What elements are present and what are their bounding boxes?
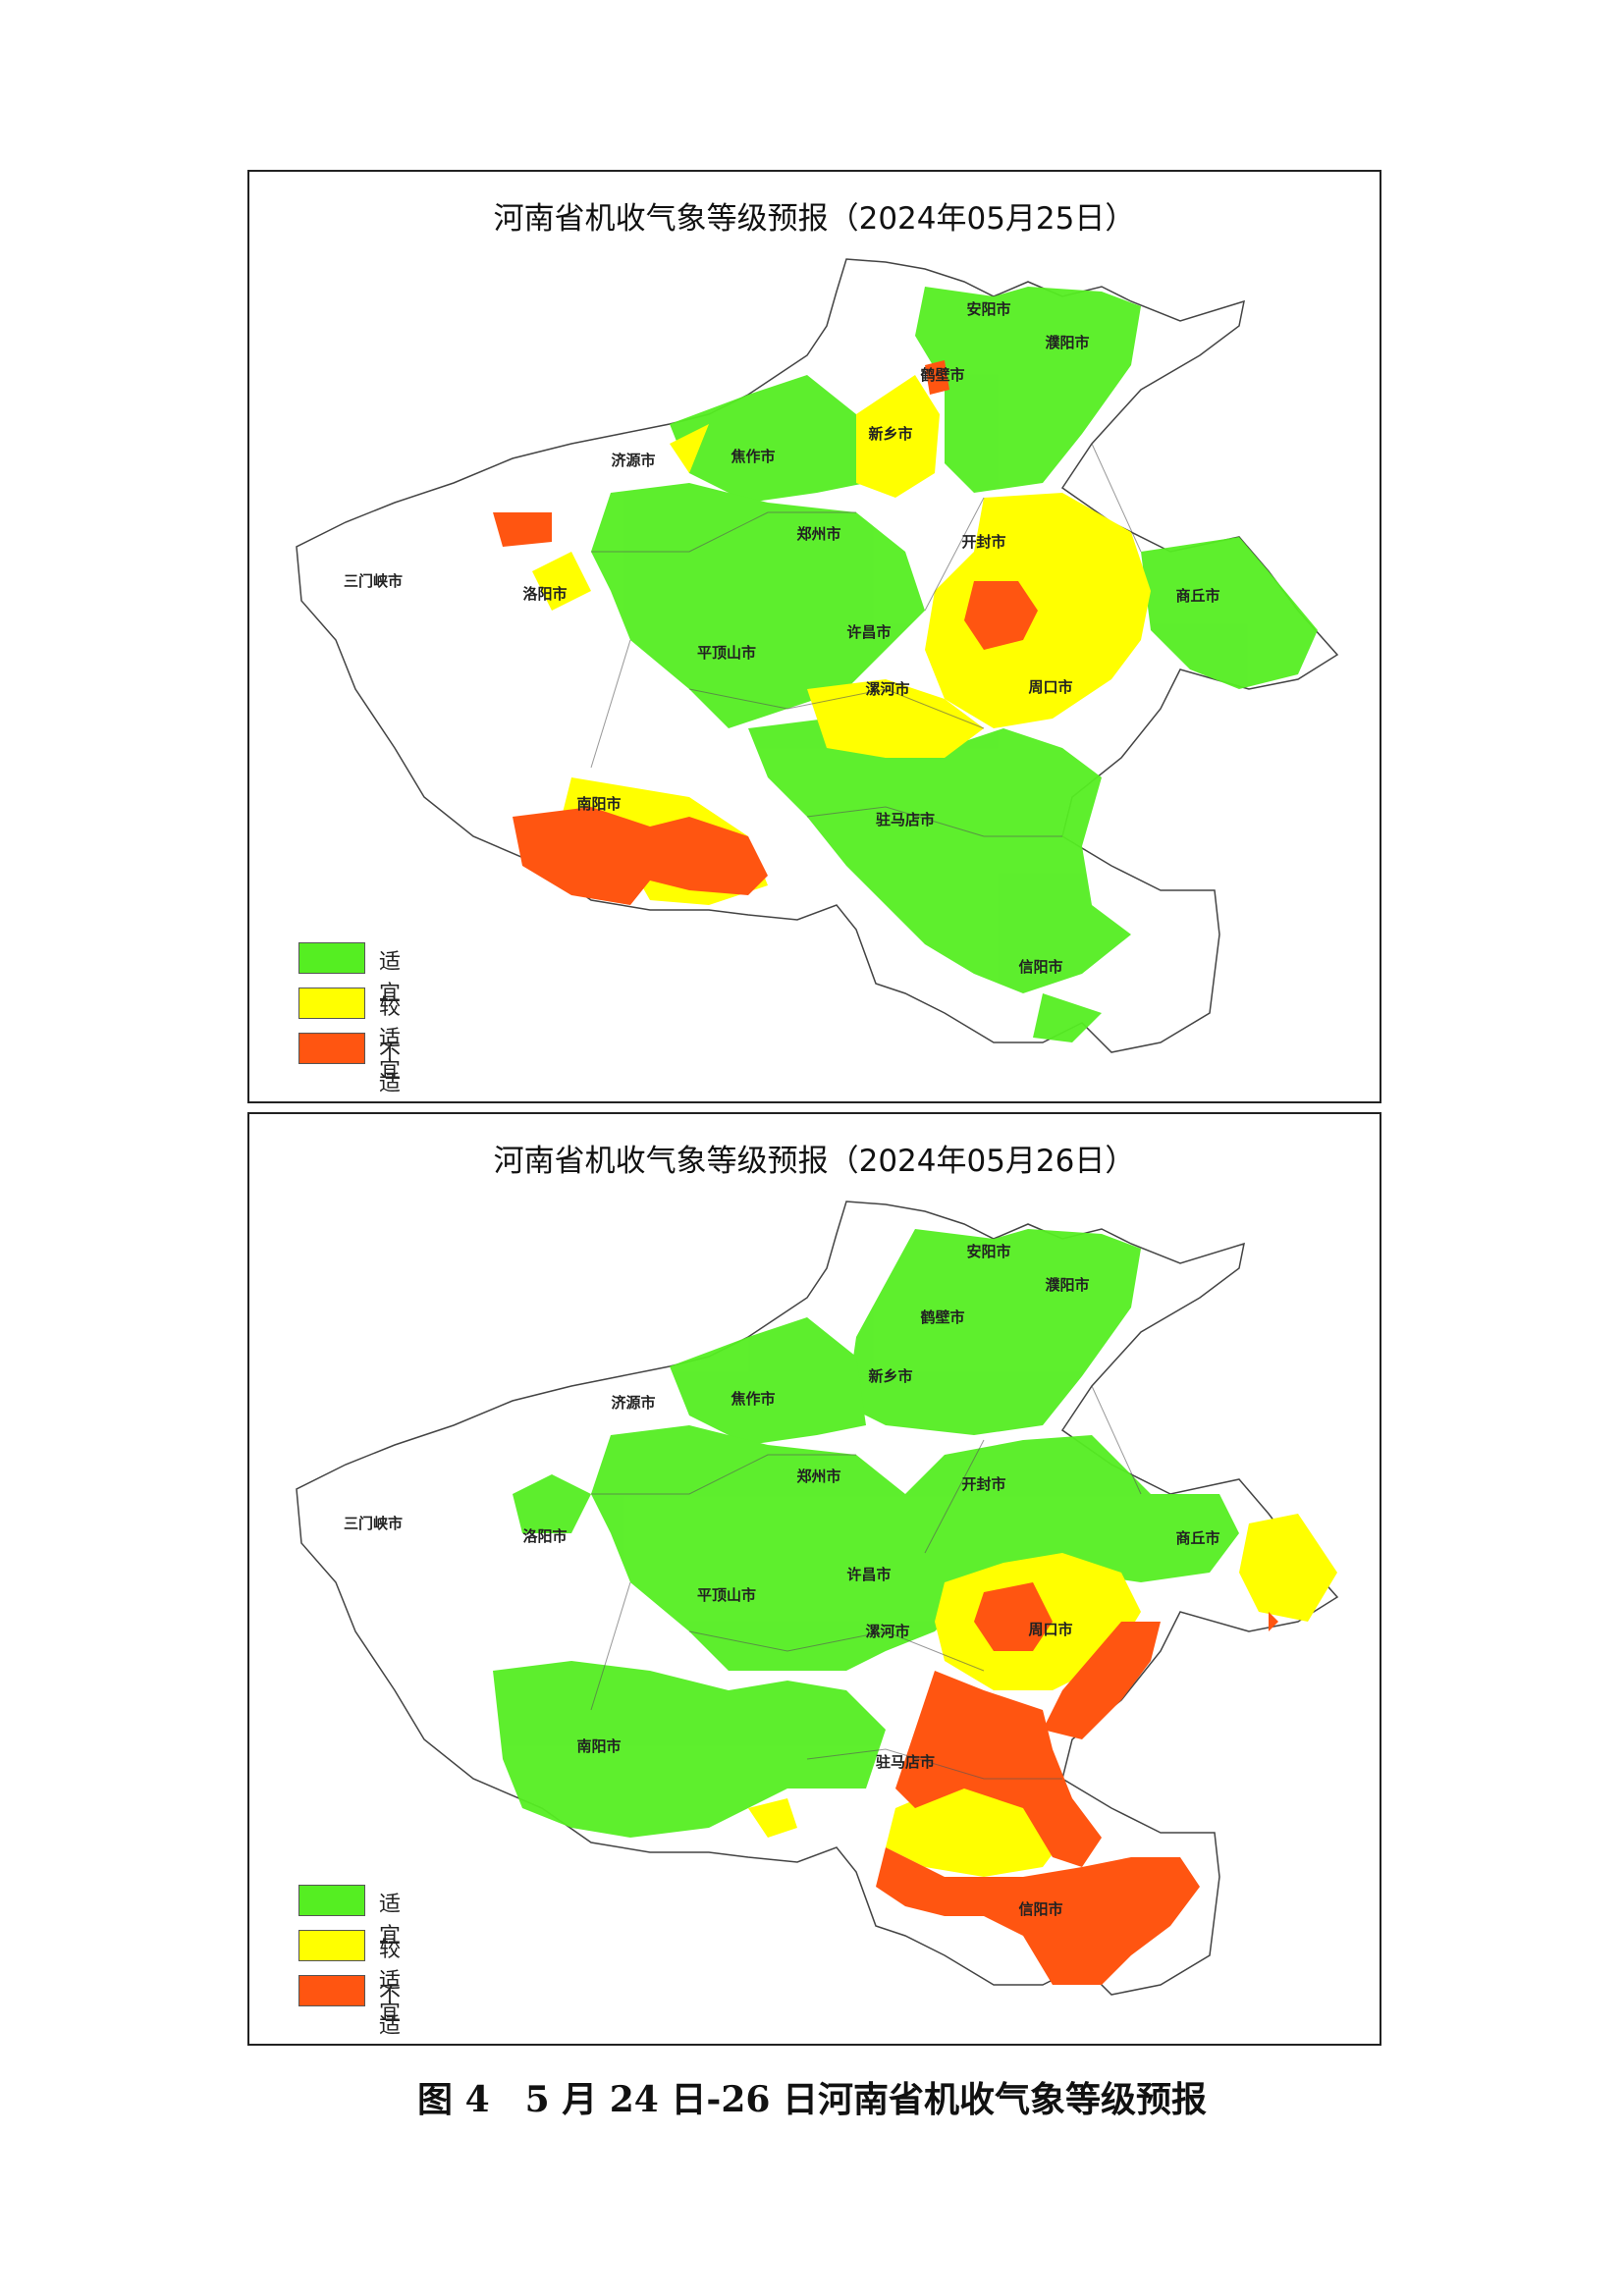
legend-swatch xyxy=(298,1930,365,1961)
city-label: 南阳市 xyxy=(576,1737,621,1755)
city-label: 鹤壁市 xyxy=(920,366,964,384)
city-label: 周口市 xyxy=(1028,678,1072,696)
map-title: 河南省机收气象等级预报（2024年05月25日） xyxy=(493,201,1136,237)
city-label: 信阳市 xyxy=(1018,958,1062,976)
city-label: 三门峡市 xyxy=(344,572,403,590)
zone-unsuitable xyxy=(876,1582,1278,1985)
legend-swatch xyxy=(298,988,365,1019)
city-borders xyxy=(590,1385,1142,1780)
city-label: 新乡市 xyxy=(868,1367,912,1385)
city-label: 漯河市 xyxy=(865,680,909,698)
city-label: 许昌市 xyxy=(846,1566,891,1583)
legend-label: 较适宜 xyxy=(379,1938,402,2025)
zone-suitable xyxy=(591,287,1318,1042)
city-label: 濮阳市 xyxy=(1045,334,1089,351)
legend-label: 不适宜 xyxy=(379,1041,402,1096)
legend-swatch xyxy=(298,1033,365,1064)
legend-label: 适宜 xyxy=(379,950,402,1006)
city-label: 焦作市 xyxy=(730,1390,775,1408)
city-label: 郑州市 xyxy=(796,525,840,543)
city-label: 漯河市 xyxy=(865,1623,909,1640)
city-label: 开封市 xyxy=(961,1475,1005,1493)
legend-swatch xyxy=(298,1885,365,1916)
city-label: 三门峡市 xyxy=(344,1515,403,1532)
city-label: 驻马店市 xyxy=(876,811,935,828)
legend-swatch xyxy=(298,1975,365,2006)
legend-swatch xyxy=(298,942,365,974)
legend-label: 较适宜 xyxy=(379,995,402,1083)
city-label: 开封市 xyxy=(961,533,1005,551)
city-label: 洛阳市 xyxy=(522,585,567,603)
city-label: 洛阳市 xyxy=(522,1527,567,1545)
city-label: 新乡市 xyxy=(868,425,912,443)
zone-unsuitable xyxy=(493,360,1038,905)
city-label: 安阳市 xyxy=(966,1243,1010,1260)
city-label: 济源市 xyxy=(611,452,655,469)
city-label: 济源市 xyxy=(611,1394,655,1412)
city-label: 焦作市 xyxy=(730,448,775,465)
legend-label: 不适宜 xyxy=(379,1983,402,2039)
legend-label: 适宜 xyxy=(379,1893,402,1949)
map-panel-may26: 河南省机收气象等级预报（2024年05月26日） xyxy=(247,1112,1381,2046)
map-panel-may25: 河南省机收气象等级预报（2024年05月25日） xyxy=(247,170,1381,1103)
city-label: 安阳市 xyxy=(966,300,1010,318)
city-label: 信阳市 xyxy=(1018,1900,1062,1918)
city-borders xyxy=(590,443,1142,837)
city-label: 鹤壁市 xyxy=(920,1308,964,1326)
city-label: 南阳市 xyxy=(576,795,621,813)
zone-suitable xyxy=(493,1229,1239,1838)
city-label: 平顶山市 xyxy=(697,1586,756,1604)
city-label: 商丘市 xyxy=(1175,1529,1219,1547)
city-label: 周口市 xyxy=(1028,1621,1072,1638)
map-title: 河南省机收气象等级预报（2024年05月26日） xyxy=(493,1144,1136,1179)
city-label: 郑州市 xyxy=(796,1468,840,1485)
city-label: 濮阳市 xyxy=(1045,1276,1089,1294)
city-label: 许昌市 xyxy=(846,623,891,641)
city-label: 驻马店市 xyxy=(876,1753,935,1771)
city-label: 平顶山市 xyxy=(697,644,756,662)
city-label: 商丘市 xyxy=(1175,587,1219,605)
figure-caption: 图 4 5 月 24 日-26 日河南省机收气象等级预报 xyxy=(417,2079,1207,2120)
